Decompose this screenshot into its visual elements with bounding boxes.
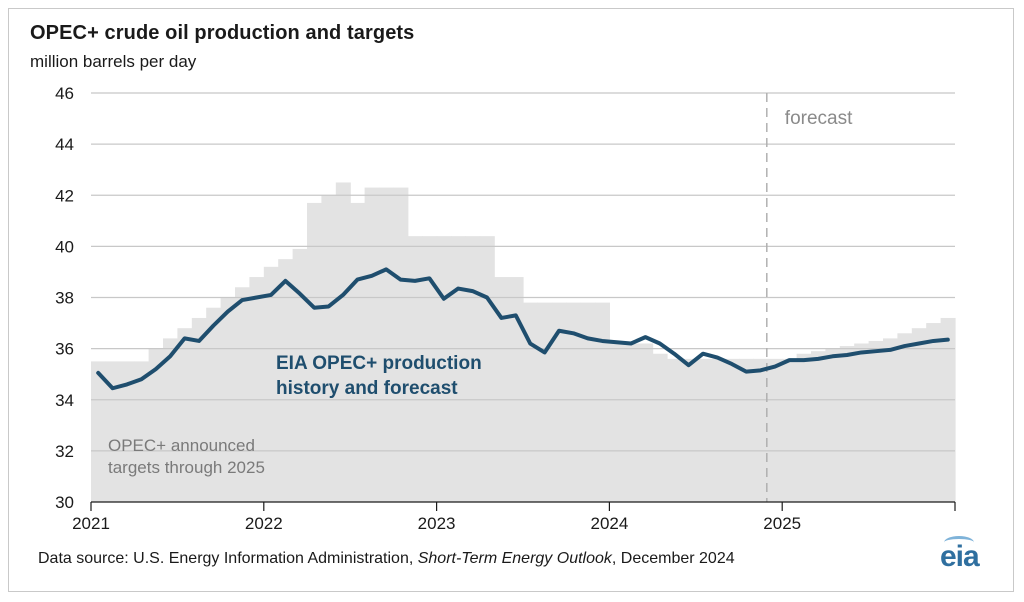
target-bar bbox=[508, 277, 524, 502]
production-label-line: history and forecast bbox=[276, 378, 458, 399]
eia-logo: eia bbox=[940, 536, 980, 574]
x-tick-label: 2021 bbox=[72, 514, 110, 533]
y-tick-label: 36 bbox=[55, 340, 74, 359]
y-tick-label: 30 bbox=[55, 493, 74, 512]
target-bar bbox=[868, 340, 884, 502]
production-label-line: EIA OPEC+ production bbox=[276, 353, 482, 374]
target-bar bbox=[537, 302, 553, 502]
target-bar bbox=[134, 361, 150, 502]
target-bar bbox=[263, 266, 279, 502]
target-bar bbox=[148, 348, 164, 502]
target-bar bbox=[595, 302, 610, 502]
target-bar bbox=[177, 328, 193, 502]
chart-subtitle: million barrels per day bbox=[30, 52, 197, 71]
chart-title: OPEC+ crude oil production and targets bbox=[30, 22, 415, 44]
axes: 30 32 34 36 38 40 42 44 46 2021 2022 2023 2024 2025 bbox=[55, 84, 956, 533]
x-tick-label: 2025 bbox=[763, 514, 801, 533]
target-bar bbox=[638, 343, 654, 502]
source-publication: Short-Term Energy Outlook bbox=[417, 550, 612, 567]
target-bar bbox=[667, 358, 682, 502]
target-bar bbox=[811, 351, 826, 502]
target-bar bbox=[105, 361, 121, 502]
x-tick-label: 2023 bbox=[418, 514, 456, 533]
forecast-label: forecast bbox=[785, 108, 853, 129]
target-bar bbox=[623, 343, 639, 502]
source-prefix: Data source: U.S. Energy Information Adm… bbox=[38, 550, 418, 567]
gridlines bbox=[91, 92, 955, 452]
target-bar bbox=[292, 248, 308, 502]
target-bar bbox=[897, 333, 913, 502]
target-bar bbox=[278, 259, 294, 502]
target-bar bbox=[523, 302, 538, 502]
production-line-layer bbox=[96, 267, 950, 391]
target-bar bbox=[739, 358, 754, 502]
target-bar bbox=[940, 317, 956, 502]
eia-logo-swoosh bbox=[944, 536, 974, 549]
target-bar bbox=[652, 353, 668, 502]
forecast-divider-layer: forecast bbox=[766, 93, 853, 502]
target-bar bbox=[681, 358, 697, 502]
target-bar bbox=[796, 353, 812, 502]
targets-label-line: OPEC+ announced bbox=[108, 436, 255, 455]
target-bar bbox=[436, 236, 452, 502]
target-bar bbox=[407, 236, 423, 502]
target-bar bbox=[911, 328, 927, 502]
target-bar bbox=[335, 182, 351, 502]
target-bar bbox=[825, 348, 841, 502]
source-note: Data source: U.S. Energy Information Adm… bbox=[38, 550, 735, 568]
y-tick-label: 40 bbox=[55, 237, 74, 256]
target-bar bbox=[566, 302, 582, 502]
target-bar bbox=[839, 346, 855, 502]
target-bar bbox=[710, 358, 726, 502]
targets-label-line: targets through 2025 bbox=[108, 458, 265, 477]
target-bar bbox=[494, 277, 510, 502]
chart-frame bbox=[8, 8, 1014, 592]
target-bar bbox=[724, 358, 740, 502]
target-bar bbox=[235, 287, 250, 502]
y-tick-label: 32 bbox=[55, 442, 74, 461]
target-bar bbox=[695, 358, 711, 502]
y-tick-label: 44 bbox=[55, 135, 74, 154]
target-bar bbox=[883, 338, 898, 502]
target-bar bbox=[782, 358, 798, 502]
target-bar bbox=[119, 361, 135, 502]
target-bar bbox=[451, 236, 466, 502]
y-tick-label: 34 bbox=[55, 391, 74, 410]
y-tick-label: 46 bbox=[55, 84, 74, 103]
target-bar bbox=[364, 187, 380, 503]
target-bar bbox=[206, 307, 222, 502]
target-bar bbox=[926, 323, 942, 502]
target-bar bbox=[753, 358, 769, 502]
target-bar bbox=[379, 187, 394, 503]
y-tick-label: 38 bbox=[55, 289, 74, 308]
target-bar bbox=[854, 343, 870, 502]
target-bar bbox=[307, 202, 322, 502]
source-suffix: , December 2024 bbox=[611, 550, 735, 567]
target-bar bbox=[91, 361, 106, 502]
target-bar bbox=[191, 317, 207, 502]
target-bar bbox=[479, 236, 495, 502]
target-bar bbox=[163, 338, 178, 502]
target-bar bbox=[422, 236, 438, 502]
target-bar bbox=[465, 236, 481, 502]
y-tick-label: 42 bbox=[55, 186, 74, 205]
target-bar bbox=[249, 277, 265, 502]
production-line bbox=[96, 267, 950, 391]
target-bar bbox=[580, 302, 596, 502]
target-area-layer bbox=[91, 182, 956, 503]
target-bar bbox=[609, 343, 625, 502]
x-tick-label: 2024 bbox=[590, 514, 628, 533]
x-tick-label: 2022 bbox=[245, 514, 283, 533]
target-bar bbox=[551, 302, 567, 502]
target-bar bbox=[393, 187, 409, 503]
annotation-layer: EIA OPEC+ production history and forecast… bbox=[108, 353, 482, 477]
target-bar bbox=[767, 358, 783, 502]
